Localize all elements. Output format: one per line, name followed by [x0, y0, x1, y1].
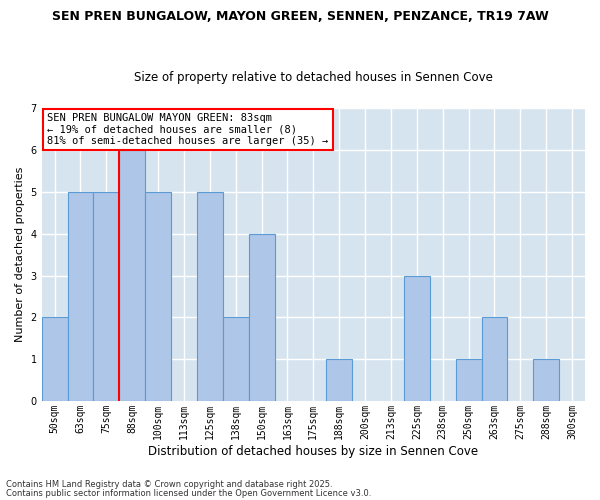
Bar [197, 192, 223, 401]
Bar [41, 318, 68, 401]
Text: SEN PREN BUNGALOW, MAYON GREEN, SENNEN, PENZANCE, TR19 7AW: SEN PREN BUNGALOW, MAYON GREEN, SENNEN, … [52, 10, 548, 23]
Bar [119, 150, 145, 401]
Bar [326, 359, 352, 401]
Title: Size of property relative to detached houses in Sennen Cove: Size of property relative to detached ho… [134, 70, 493, 84]
Bar [455, 359, 482, 401]
Bar [145, 192, 171, 401]
X-axis label: Distribution of detached houses by size in Sennen Cove: Distribution of detached houses by size … [148, 444, 478, 458]
Text: Contains HM Land Registry data © Crown copyright and database right 2025.: Contains HM Land Registry data © Crown c… [6, 480, 332, 489]
Bar [68, 192, 94, 401]
Bar [223, 318, 248, 401]
Bar [404, 276, 430, 401]
Text: SEN PREN BUNGALOW MAYON GREEN: 83sqm
← 19% of detached houses are smaller (8)
81: SEN PREN BUNGALOW MAYON GREEN: 83sqm ← 1… [47, 112, 328, 146]
Bar [248, 234, 275, 401]
Bar [482, 318, 508, 401]
Bar [94, 192, 119, 401]
Bar [533, 359, 559, 401]
Y-axis label: Number of detached properties: Number of detached properties [15, 167, 25, 342]
Text: Contains public sector information licensed under the Open Government Licence v3: Contains public sector information licen… [6, 488, 371, 498]
